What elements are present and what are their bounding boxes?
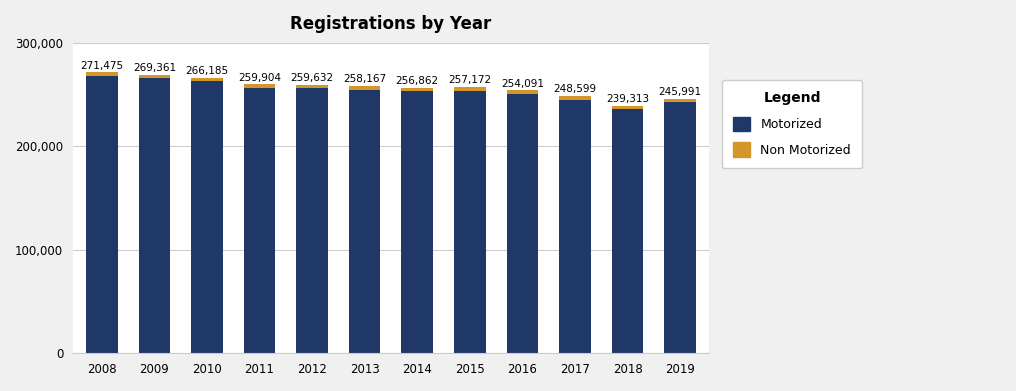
Bar [559, 96, 590, 100]
Text: 248,599: 248,599 [554, 84, 596, 94]
Text: 266,185: 266,185 [185, 66, 229, 76]
Bar [664, 102, 696, 353]
Bar [401, 88, 433, 91]
Bar [612, 109, 643, 353]
Bar [454, 91, 486, 353]
Bar [297, 85, 328, 88]
Text: 271,475: 271,475 [80, 61, 123, 70]
Text: 257,172: 257,172 [448, 75, 492, 85]
Text: 256,862: 256,862 [395, 75, 439, 86]
Bar [86, 72, 118, 76]
Text: 258,167: 258,167 [343, 74, 386, 84]
Bar [348, 90, 380, 353]
Bar [559, 100, 590, 353]
Bar [191, 81, 223, 353]
Bar [507, 90, 538, 94]
Bar [244, 88, 275, 353]
Bar [507, 94, 538, 353]
Text: 254,091: 254,091 [501, 79, 544, 88]
Bar [401, 91, 433, 353]
Text: 259,632: 259,632 [291, 73, 333, 83]
Text: 259,904: 259,904 [238, 72, 281, 83]
Bar [664, 99, 696, 102]
Bar [612, 106, 643, 109]
Legend: Motorized, Non Motorized: Motorized, Non Motorized [721, 80, 863, 168]
Title: Registrations by Year: Registrations by Year [291, 15, 492, 33]
Bar [138, 78, 170, 353]
Bar [138, 75, 170, 78]
Bar [86, 76, 118, 353]
Bar [297, 88, 328, 353]
Bar [191, 78, 223, 81]
Text: 269,361: 269,361 [133, 63, 176, 73]
Bar [348, 86, 380, 90]
Bar [454, 87, 486, 91]
Text: 245,991: 245,991 [658, 87, 702, 97]
Bar [244, 84, 275, 88]
Text: 239,313: 239,313 [606, 94, 649, 104]
